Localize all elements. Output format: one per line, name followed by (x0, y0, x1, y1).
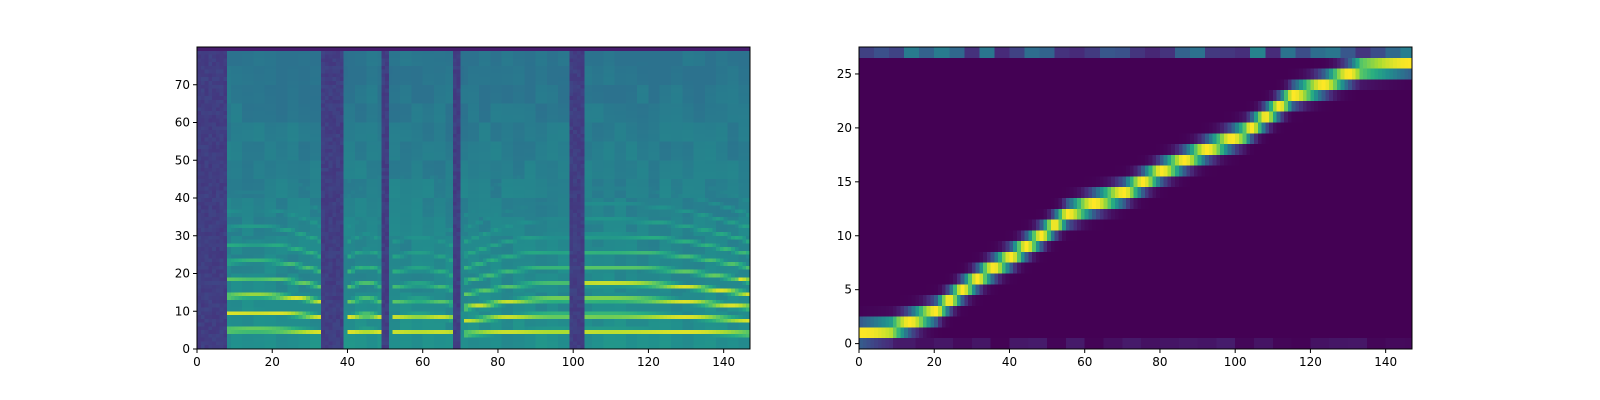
y-tick-label: 50 (175, 153, 190, 167)
x-tick-label: 0 (855, 355, 863, 369)
x-tick-label: 0 (193, 355, 201, 369)
spectrogram-heatmap (197, 47, 750, 349)
y-tick-label: 20 (175, 267, 190, 281)
y-tick-label: 5 (844, 283, 852, 297)
spectrogram-panel: 0 20 40 60 80 100 120 140 0 10 20 30 40 50 60 70 (175, 47, 750, 369)
x-tick-label: 60 (415, 355, 430, 369)
y-tick-label: 30 (175, 229, 190, 243)
y-tick-label: 60 (175, 116, 190, 130)
x-tick-label: 20 (927, 355, 942, 369)
x-tick-label: 100 (562, 355, 585, 369)
x-tick-label: 60 (1077, 355, 1092, 369)
y-tick-label: 10 (175, 304, 190, 318)
y-tick-label: 0 (844, 337, 852, 351)
alignment-heatmap (859, 47, 1412, 349)
x-tick-label: 80 (1152, 355, 1167, 369)
y-tick-label: 70 (175, 78, 190, 92)
alignment-panel: 0 20 40 60 80 100 120 140 0 5 10 15 20 25 (837, 47, 1412, 369)
y-tick-label: 20 (837, 121, 852, 135)
y-tick-label: 25 (837, 67, 852, 81)
x-tick-label: 20 (265, 355, 280, 369)
x-tick-label: 120 (1299, 355, 1322, 369)
y-tick-label: 40 (175, 191, 190, 205)
y-tick-label: 15 (837, 175, 852, 189)
x-tick-label: 40 (340, 355, 355, 369)
x-tick-label: 80 (490, 355, 505, 369)
x-tick-label: 40 (1002, 355, 1017, 369)
x-tick-label: 100 (1224, 355, 1247, 369)
x-tick-label: 120 (637, 355, 660, 369)
x-tick-label: 140 (1374, 355, 1397, 369)
y-tick-label: 0 (182, 342, 190, 356)
x-tick-label: 140 (712, 355, 735, 369)
y-tick-label: 10 (837, 229, 852, 243)
